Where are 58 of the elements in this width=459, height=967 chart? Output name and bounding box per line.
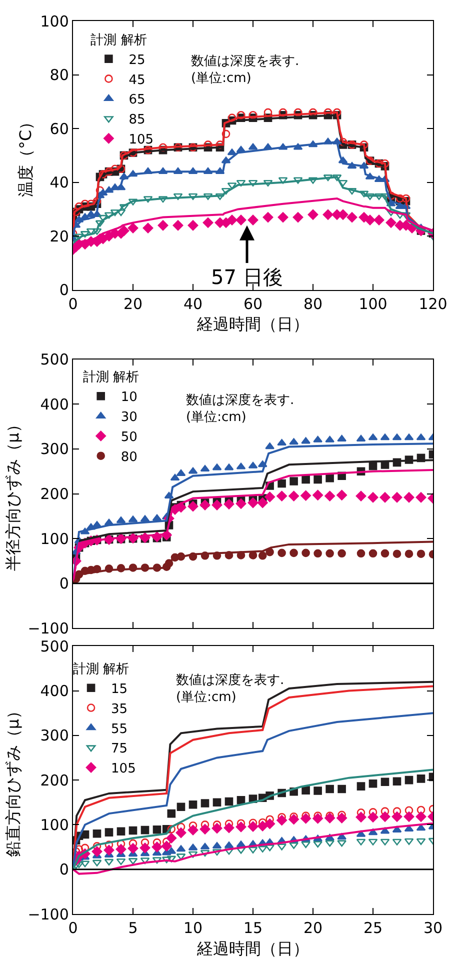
annotation: 数値は深度を表す. (単位:cm) — [186, 392, 294, 425]
y-tick-label: 20 — [50, 227, 69, 246]
x-tick-label: 40 — [183, 294, 203, 313]
x-tick-label: 5 — [128, 919, 138, 938]
annotation: 数値は深度を表す. (単位:cm) — [191, 53, 300, 86]
y-tick-label: 500 — [40, 637, 69, 656]
legend-label: 50 — [120, 430, 138, 446]
legend-label: 80 — [120, 450, 138, 465]
annotation: 数値は深度を表す. (単位:cm) — [176, 672, 284, 705]
y-tick-label: 80 — [50, 66, 69, 84]
y-tick-label: 100 — [40, 12, 69, 30]
legend-title: 計測 解析 — [82, 370, 139, 386]
y-tick-label: 200 — [40, 771, 69, 790]
legend-label: 25 — [128, 52, 146, 68]
x-tick-label: 100 — [358, 294, 388, 313]
y-tick-label: 60 — [50, 120, 69, 138]
y-tick-label: 0 — [59, 281, 69, 300]
x-tick-label: 120 — [418, 294, 448, 313]
x-axis-title: 経過時間（日） — [196, 938, 309, 958]
y-tick-label: 0 — [59, 860, 69, 879]
y-tick-label: −100 — [28, 619, 69, 638]
x-tick-label: 20 — [303, 919, 323, 938]
legend-label: 45 — [128, 72, 146, 88]
x-tick-label: 30 — [423, 919, 443, 938]
annotation: 57 日後 — [211, 265, 283, 289]
legend-title: 計測 解析 — [73, 662, 130, 677]
legend-label: 75 — [111, 742, 128, 757]
legend-label: 15 — [111, 682, 128, 697]
legend-title: 計測 解析 — [90, 32, 147, 48]
x-tick-label: 80 — [303, 294, 323, 313]
x-tick-label: 15 — [243, 919, 263, 938]
y-tick-label: −100 — [28, 905, 69, 924]
legend-label: 105 — [128, 132, 154, 148]
legend-label: 35 — [111, 702, 128, 717]
y-axis-title: 半径方向ひずみ（μ） — [4, 416, 23, 571]
legend-label: 85 — [128, 112, 146, 128]
legend-label: 30 — [120, 410, 138, 426]
y-tick-label: 400 — [40, 395, 69, 414]
legend-label: 10 — [120, 390, 138, 406]
y-tick-label: 0 — [59, 574, 69, 593]
y-tick-label: 100 — [40, 530, 69, 548]
y-tick-label: 300 — [40, 726, 69, 745]
y-tick-label: 400 — [40, 682, 69, 700]
y-tick-label: 100 — [40, 816, 69, 834]
legend-label: 55 — [111, 722, 128, 737]
legend-label: 105 — [111, 762, 136, 777]
y-axis-title: 温度（°C） — [16, 114, 36, 198]
x-tick-label: 10 — [183, 919, 203, 938]
y-tick-label: 300 — [40, 440, 69, 458]
y-tick-label: 500 — [40, 350, 69, 369]
x-tick-label: 25 — [363, 919, 383, 938]
y-tick-label: 200 — [40, 485, 69, 504]
x-axis-title: 経過時間（日） — [196, 314, 309, 334]
y-tick-label: 40 — [50, 174, 69, 192]
legend-label: 65 — [128, 92, 146, 108]
x-tick-label: 60 — [243, 294, 263, 313]
x-tick-label: 20 — [123, 294, 143, 313]
y-axis-title: 鉛直方向ひずみ（μ） — [4, 702, 23, 858]
